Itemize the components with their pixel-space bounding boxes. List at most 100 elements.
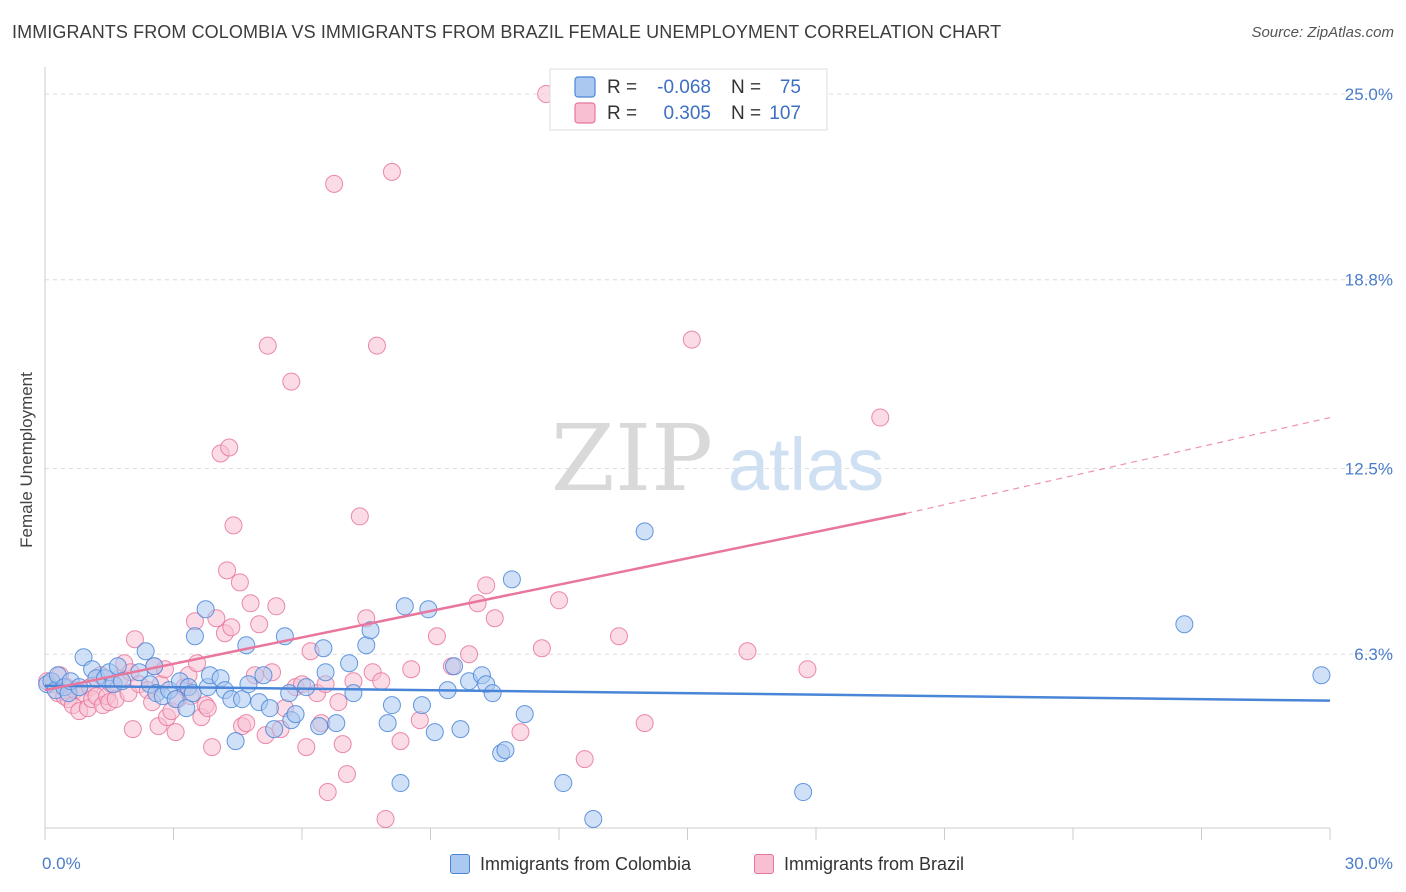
point-brazil-98 bbox=[550, 591, 568, 610]
point-brazil-76 bbox=[329, 693, 348, 712]
point-colombia-28 bbox=[185, 627, 204, 646]
point-colombia-50 bbox=[316, 663, 335, 682]
point-colombia-76 bbox=[635, 522, 654, 541]
point-brazil-94 bbox=[477, 576, 496, 595]
point-brazil-57 bbox=[241, 594, 260, 613]
point-colombia-41 bbox=[260, 699, 279, 718]
point-brazil-102 bbox=[682, 330, 701, 349]
point-colombia-69 bbox=[483, 684, 502, 703]
legend-box bbox=[549, 68, 828, 131]
trend-lines bbox=[44, 416, 1331, 702]
point-brazil-63 bbox=[267, 597, 286, 616]
legend-r-value-brazil: 0.305 bbox=[663, 103, 711, 124]
point-brazil-54 bbox=[230, 573, 249, 592]
point-brazil-61 bbox=[258, 336, 277, 355]
point-brazil-96 bbox=[511, 723, 530, 742]
point-colombia-35 bbox=[226, 732, 245, 751]
y-tick-labels: 25.0% 18.8% 12.5% 6.3% bbox=[1345, 85, 1393, 664]
legend-item-brazil: Immigrants from Brazil bbox=[754, 852, 964, 876]
point-brazil-86 bbox=[382, 162, 401, 181]
point-brazil-84 bbox=[372, 672, 391, 691]
point-colombia-36 bbox=[233, 690, 252, 709]
source-credit: Source: ZipAtlas.com bbox=[1251, 24, 1394, 41]
point-brazil-74 bbox=[318, 783, 337, 802]
point-colombia-49 bbox=[314, 639, 333, 658]
point-brazil-66 bbox=[282, 372, 301, 391]
stats-legend: R = -0.068 N = 75 R = 0.305 N = 107 bbox=[549, 68, 828, 131]
y-tick-label-0: 25.0% bbox=[1345, 85, 1393, 104]
point-colombia-53 bbox=[344, 684, 363, 703]
point-brazil-53 bbox=[224, 516, 243, 535]
point-brazil-50 bbox=[218, 561, 237, 580]
point-colombia-59 bbox=[395, 597, 414, 616]
point-colombia-25 bbox=[177, 699, 196, 718]
point-colombia-65 bbox=[451, 720, 470, 739]
watermark: ZIP atlas bbox=[551, 405, 884, 512]
point-brazil-101 bbox=[635, 714, 654, 733]
point-brazil-46 bbox=[203, 738, 222, 757]
point-colombia-17 bbox=[136, 642, 155, 661]
legend-r-label-brazil: R = bbox=[607, 103, 637, 124]
legend-swatch-brazil bbox=[574, 102, 596, 124]
y-tick-label-3: 6.3% bbox=[1354, 645, 1393, 664]
point-brazil-78 bbox=[337, 765, 356, 784]
point-colombia-38 bbox=[239, 675, 258, 694]
point-colombia-56 bbox=[378, 714, 397, 733]
point-colombia-40 bbox=[254, 666, 273, 685]
point-colombia-29 bbox=[196, 600, 215, 619]
point-brazil-85 bbox=[376, 810, 395, 829]
legend-swatch-colombia bbox=[574, 76, 596, 98]
point-brazil-77 bbox=[333, 735, 352, 754]
y-tick-label-2: 12.5% bbox=[1345, 459, 1393, 478]
point-colombia-58 bbox=[391, 774, 410, 793]
point-colombia-46 bbox=[286, 705, 305, 724]
point-colombia-73 bbox=[515, 705, 534, 724]
x-tick-labels: 0.0% 30.0% bbox=[42, 854, 1393, 873]
point-colombia-57 bbox=[382, 696, 401, 715]
gridlines bbox=[45, 93, 1392, 655]
point-colombia-64 bbox=[445, 657, 464, 676]
point-brazil-51 bbox=[220, 438, 239, 457]
point-colombia-71 bbox=[496, 741, 515, 760]
x-tick-label-min: 0.0% bbox=[42, 854, 81, 873]
point-brazil-56 bbox=[237, 714, 256, 733]
point-brazil-59 bbox=[250, 615, 269, 634]
point-colombia-72 bbox=[502, 570, 521, 589]
point-brazil-103 bbox=[738, 642, 757, 661]
point-brazil-87 bbox=[391, 732, 410, 751]
point-colombia-54 bbox=[357, 636, 376, 655]
point-brazil-45 bbox=[198, 699, 217, 718]
point-brazil-80 bbox=[350, 507, 369, 526]
watermark-zip: ZIP bbox=[551, 405, 713, 512]
y-tick-label-1: 18.8% bbox=[1345, 271, 1393, 290]
legend-color-colombia bbox=[450, 854, 470, 874]
legend-label-colombia: Immigrants from Colombia bbox=[480, 853, 692, 874]
chart-title: IMMIGRANTS FROM COLOMBIA VS IMMIGRANTS F… bbox=[12, 22, 1002, 42]
legend-label-brazil: Immigrants from Brazil bbox=[784, 853, 965, 874]
legend-color-brazil bbox=[754, 854, 774, 874]
trend-line-brazil bbox=[44, 512, 907, 692]
point-brazil-89 bbox=[410, 711, 429, 730]
point-colombia-78 bbox=[1175, 615, 1194, 634]
legend-r-value-colombia: -0.068 bbox=[657, 77, 711, 98]
point-brazil-92 bbox=[460, 645, 479, 664]
trend-line-brazil-extension bbox=[905, 416, 1331, 515]
point-brazil-25 bbox=[123, 720, 142, 739]
legend-n-value-colombia: 75 bbox=[780, 77, 801, 98]
point-colombia-62 bbox=[425, 723, 444, 742]
point-colombia-79 bbox=[1312, 666, 1331, 685]
point-brazil-69 bbox=[297, 738, 316, 757]
point-brazil-26 bbox=[125, 630, 144, 649]
point-brazil-36 bbox=[166, 723, 185, 742]
trend-line-colombia bbox=[44, 684, 1331, 702]
point-brazil-52 bbox=[222, 618, 241, 637]
point-brazil-95 bbox=[485, 609, 504, 628]
point-colombia-48 bbox=[310, 717, 329, 736]
point-brazil-90 bbox=[427, 627, 446, 646]
point-colombia-55 bbox=[361, 621, 380, 640]
x-tick-label-max: 30.0% bbox=[1345, 854, 1393, 873]
point-colombia-52 bbox=[340, 654, 359, 673]
point-colombia-42 bbox=[265, 720, 284, 739]
watermark-atlas: atlas bbox=[728, 423, 884, 506]
